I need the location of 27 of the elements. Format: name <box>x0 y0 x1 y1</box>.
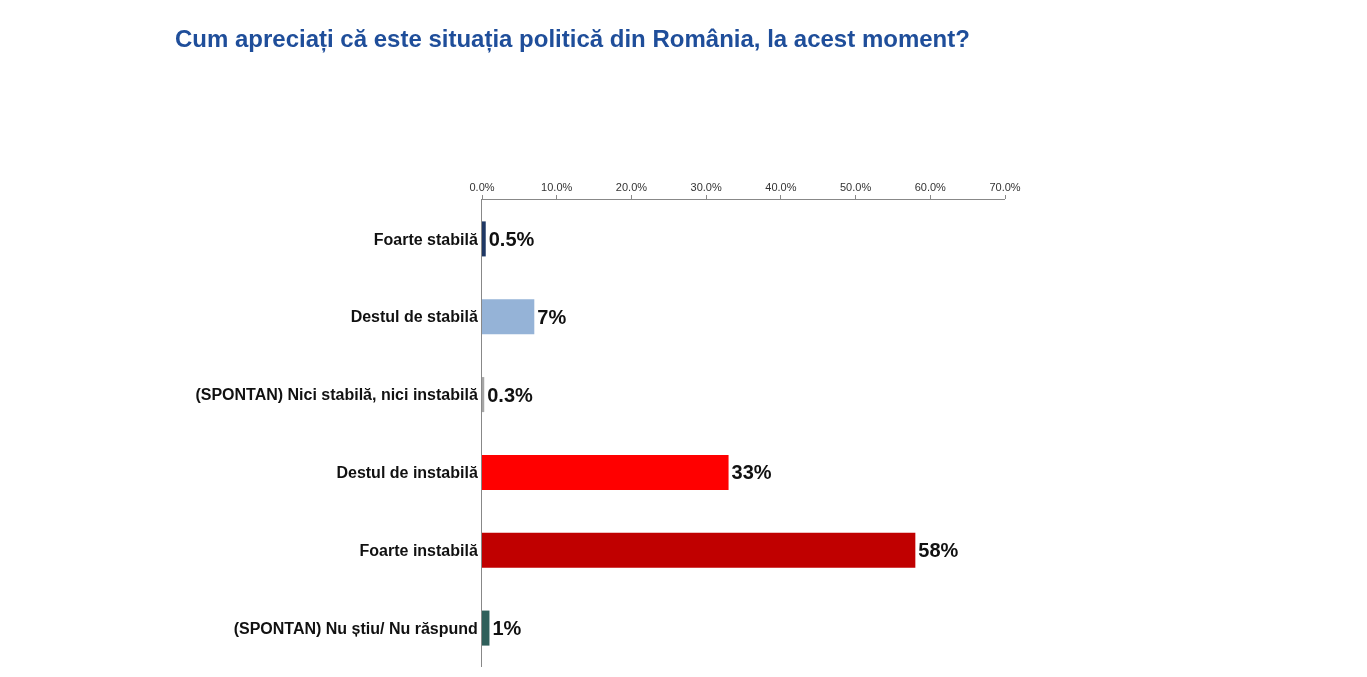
x-tick-label: 20.0% <box>615 180 648 193</box>
bar <box>482 377 485 413</box>
x-tick-label: 50.0% <box>839 180 872 193</box>
data-label: 33% <box>731 461 772 484</box>
bar <box>482 532 916 568</box>
bar <box>482 454 729 490</box>
x-tick-label: 40.0% <box>765 180 797 193</box>
bar <box>482 299 535 335</box>
bar <box>482 610 490 646</box>
data-label: 7% <box>537 305 567 328</box>
y-tick-label: Foarte instabilă <box>359 541 478 559</box>
chart-title: Cum apreciați că este situația politică din România, la acest moment? <box>174 25 970 54</box>
data-label: 0.3% <box>487 383 534 406</box>
x-tick-label: 30.0% <box>690 180 722 193</box>
y-tick-label: Destul de instabilă <box>336 464 478 482</box>
y-tick-label: Destul de stabilă <box>350 308 478 326</box>
y-tick-label: (SPONTAN) Nu știu/ Nu răspund <box>233 619 478 637</box>
bar <box>482 221 486 257</box>
x-tick-label: 70.0% <box>989 180 1021 193</box>
data-label: 0.5% <box>488 227 535 250</box>
x-tick-label: 60.0% <box>914 180 947 193</box>
y-tick-label: (SPONTAN) Nici stabilă, nici instabilă <box>195 386 478 404</box>
x-tick-label: 10.0% <box>541 180 573 193</box>
data-label: 1% <box>492 617 522 640</box>
x-tick-label: 0.0% <box>469 180 495 193</box>
data-label: 58% <box>918 539 959 562</box>
y-tick-label: Foarte stabilă <box>373 230 478 248</box>
